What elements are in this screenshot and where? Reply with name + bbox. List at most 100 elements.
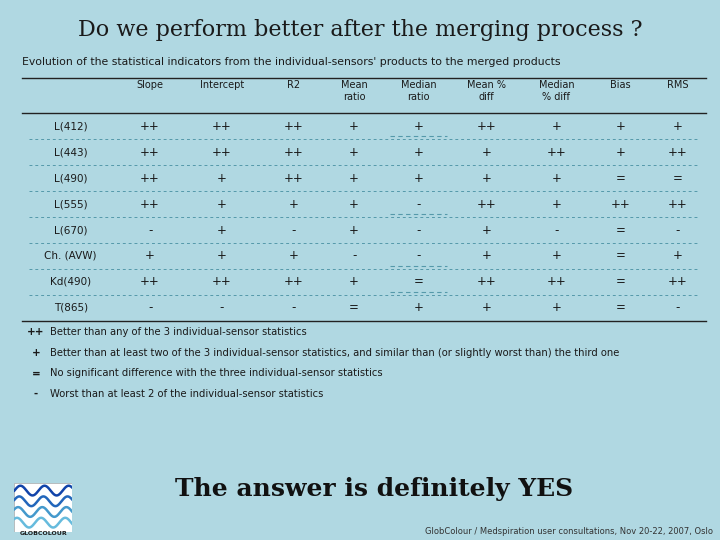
Text: Evolution of the statistical indicators from the individual-sensors' products to: Evolution of the statistical indicators … (22, 57, 560, 67)
Text: +: + (482, 301, 491, 314)
Text: ++: ++ (477, 120, 496, 133)
Text: Worst than at least 2 of the individual-sensor statistics: Worst than at least 2 of the individual-… (50, 389, 324, 399)
Text: T(865): T(865) (54, 303, 88, 313)
Text: ++: ++ (546, 146, 566, 159)
Text: RMS: RMS (667, 80, 688, 90)
Text: Mean %
diff: Mean % diff (467, 80, 506, 102)
Text: +: + (413, 301, 423, 314)
Text: -: - (34, 389, 38, 399)
Text: Slope: Slope (137, 80, 163, 90)
Text: ++: ++ (212, 146, 232, 159)
Text: No significant difference with the three individual-sensor statistics: No significant difference with the three… (50, 368, 383, 379)
Text: +: + (413, 120, 423, 133)
Text: L(670): L(670) (54, 225, 87, 235)
Text: ++: ++ (140, 198, 160, 211)
Text: ++: ++ (477, 198, 496, 211)
Text: Better than at least two of the 3 individual-sensor statistics, and similar than: Better than at least two of the 3 indivi… (50, 348, 620, 358)
Text: +: + (552, 198, 562, 211)
Text: +: + (217, 224, 227, 237)
Text: =: = (616, 301, 626, 314)
Text: =: = (616, 172, 626, 185)
Text: Ch. (AVW): Ch. (AVW) (45, 251, 97, 261)
Text: +: + (349, 120, 359, 133)
Text: ++: ++ (140, 275, 160, 288)
Text: -: - (554, 224, 559, 237)
Text: ++: ++ (212, 275, 232, 288)
Text: =: = (32, 368, 40, 379)
Text: -: - (148, 224, 152, 237)
Text: +: + (552, 249, 562, 262)
Text: -: - (675, 224, 680, 237)
Text: ++: ++ (140, 172, 160, 185)
Text: +: + (482, 172, 491, 185)
Text: +: + (289, 249, 299, 262)
Text: -: - (292, 301, 296, 314)
Text: +: + (672, 249, 682, 262)
Text: Median
ratio: Median ratio (400, 80, 436, 102)
Text: +: + (482, 224, 491, 237)
Text: +: + (217, 249, 227, 262)
Text: =: = (413, 275, 423, 288)
Text: ++: ++ (667, 275, 687, 288)
Text: ++: ++ (611, 198, 631, 211)
Text: L(443): L(443) (54, 147, 88, 157)
Text: ++: ++ (140, 146, 160, 159)
Text: +: + (482, 146, 491, 159)
Text: ++: ++ (667, 198, 687, 211)
Text: ++: ++ (284, 146, 304, 159)
Text: +: + (552, 120, 562, 133)
Text: =: = (672, 172, 682, 185)
Text: =: = (349, 301, 359, 314)
Text: Kd(490): Kd(490) (50, 277, 91, 287)
Text: +: + (349, 172, 359, 185)
Text: ++: ++ (27, 327, 45, 338)
Text: ++: ++ (284, 120, 304, 133)
Text: Median
% diff: Median % diff (539, 80, 574, 102)
Text: -: - (675, 301, 680, 314)
Text: +: + (349, 198, 359, 211)
Text: ++: ++ (667, 146, 687, 159)
Text: The answer is definitely YES: The answer is definitely YES (176, 477, 573, 501)
Text: R2: R2 (287, 80, 300, 90)
Text: +: + (672, 120, 682, 133)
Text: +: + (413, 146, 423, 159)
Text: GlobColour / Medspiration user consultations, Nov 20-22, 2007, Oslo: GlobColour / Medspiration user consultat… (425, 526, 713, 536)
Text: Better than any of the 3 individual-sensor statistics: Better than any of the 3 individual-sens… (50, 327, 307, 338)
Text: +: + (349, 224, 359, 237)
Text: Do we perform better after the merging process ?: Do we perform better after the merging p… (78, 19, 642, 41)
Text: -: - (416, 249, 420, 262)
Text: -: - (148, 301, 152, 314)
Text: +: + (32, 348, 40, 358)
Text: +: + (552, 172, 562, 185)
Text: ++: ++ (140, 120, 160, 133)
Text: -: - (292, 224, 296, 237)
Text: +: + (349, 146, 359, 159)
Text: ++: ++ (477, 275, 496, 288)
Text: -: - (352, 249, 356, 262)
Text: +: + (616, 120, 626, 133)
Text: +: + (145, 249, 155, 262)
Text: Intercept: Intercept (199, 80, 244, 90)
Text: ++: ++ (212, 120, 232, 133)
Text: =: = (616, 275, 626, 288)
Text: =: = (616, 249, 626, 262)
Text: +: + (349, 275, 359, 288)
Text: +: + (413, 172, 423, 185)
Text: -: - (416, 224, 420, 237)
Text: -: - (416, 198, 420, 211)
Text: +: + (482, 249, 491, 262)
Text: +: + (217, 198, 227, 211)
Text: L(555): L(555) (54, 199, 88, 209)
Text: L(490): L(490) (54, 173, 87, 183)
Text: GLOBCOLOUR: GLOBCOLOUR (19, 531, 67, 536)
Text: ++: ++ (546, 275, 566, 288)
Text: ++: ++ (284, 275, 304, 288)
Text: L(412): L(412) (54, 122, 88, 131)
Text: ++: ++ (284, 172, 304, 185)
Text: +: + (552, 301, 562, 314)
Text: Mean
ratio: Mean ratio (341, 80, 367, 102)
Text: +: + (616, 146, 626, 159)
Text: Bias: Bias (611, 80, 631, 90)
Text: +: + (289, 198, 299, 211)
Text: =: = (616, 224, 626, 237)
